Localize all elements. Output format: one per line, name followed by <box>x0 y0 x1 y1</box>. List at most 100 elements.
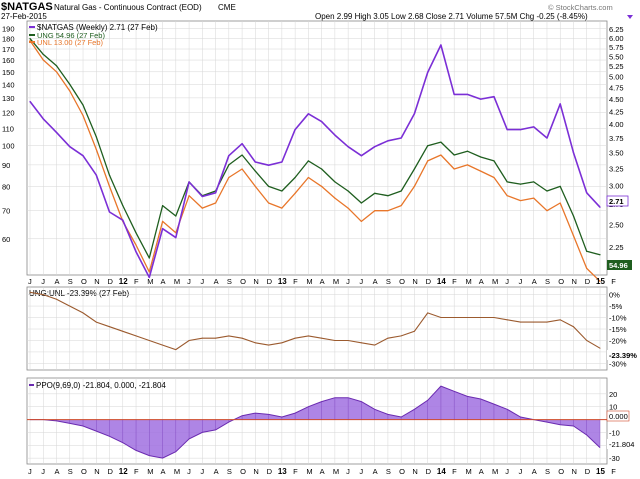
price-series <box>29 37 601 282</box>
x-tick-label: J <box>200 467 204 476</box>
natgas-line-point <box>29 100 31 103</box>
right-tick-label: 4.25 <box>609 107 624 116</box>
x-tick-label: J <box>518 467 522 476</box>
x-tick-label: O <box>81 467 87 476</box>
x-tick-label: 15 <box>596 277 605 286</box>
x-tick-label: N <box>94 277 99 286</box>
x-tick-label: S <box>227 277 232 286</box>
ppo-legend: PPO(9,69,0) -21.804, 0.000, -21.804 <box>36 381 166 390</box>
ung-line-point <box>307 160 309 162</box>
unl-line-point <box>161 220 164 223</box>
ung-line-point <box>135 232 137 234</box>
left-tick-label: 80 <box>2 182 10 191</box>
unl-line-point <box>360 220 362 223</box>
x-tick-label: J <box>28 467 32 476</box>
x-tick-label: F <box>611 467 616 476</box>
ung-line <box>29 38 601 259</box>
natgas-line-point <box>214 192 217 194</box>
natgas-line-point <box>546 137 548 139</box>
natgas-line-point <box>201 195 203 198</box>
x-tick-label: A <box>373 277 378 286</box>
symbol-title: $NATGAS <box>1 1 53 13</box>
ratio-tick-label: -5% <box>609 302 623 311</box>
ratio-point <box>69 305 71 307</box>
ratio-tick-label: -30% <box>609 359 627 368</box>
ratio-point <box>493 317 495 319</box>
ung-line-point <box>559 185 561 187</box>
ppo-area <box>30 386 600 459</box>
ratio-point <box>480 317 482 319</box>
x-tick-label: F <box>293 467 298 476</box>
x-tick-label: S <box>68 467 73 476</box>
x-tick-label: J <box>28 277 32 286</box>
ratio-point <box>215 337 217 339</box>
ratio-point <box>506 319 508 321</box>
natgas-line-point <box>82 155 84 157</box>
ppo-tick-label: -30 <box>609 454 620 463</box>
unl-line-point <box>82 114 84 117</box>
x-tick-label: S <box>545 277 550 286</box>
x-tick-label: A <box>214 467 219 476</box>
x-tick-label: N <box>412 467 417 476</box>
ung-last-badge <box>607 260 632 270</box>
x-tick-label: A <box>320 467 325 476</box>
unl-line-point <box>294 192 296 194</box>
ratio-point <box>533 321 535 323</box>
x-tick-label: S <box>68 277 73 286</box>
x-tick-label: A <box>55 277 60 286</box>
left-tick-label: 70 <box>2 207 10 216</box>
natgas-line-point <box>307 113 309 115</box>
ung-line-point <box>413 168 416 170</box>
ung-line-point <box>268 185 270 187</box>
unl-line-point <box>148 271 150 273</box>
x-tick-label: N <box>412 277 417 286</box>
instrument-name: Natural Gas - Continuous Contract (EOD) <box>54 3 202 12</box>
right-tick-label: 3.75 <box>609 134 624 143</box>
x-tick-label: 12 <box>119 277 128 286</box>
x-tick-label: O <box>240 467 246 476</box>
x-tick-label: A <box>479 467 484 476</box>
right-tick-label: 5.50 <box>609 52 624 61</box>
ratio-point <box>201 337 203 339</box>
right-tick-label: 4.75 <box>609 84 624 93</box>
x-tick-label: O <box>558 467 564 476</box>
x-tick-label: J <box>41 467 45 476</box>
x-tick-label: D <box>585 467 591 476</box>
dropdown-triangle-icon[interactable] <box>627 15 633 19</box>
ratio-point <box>56 298 58 300</box>
natgas-line-point <box>254 161 256 163</box>
unl-line-point <box>387 210 389 212</box>
unl-line-point <box>586 267 588 269</box>
ung-line-point <box>519 183 522 185</box>
natgas-line-point <box>400 137 402 139</box>
ratio-legend: UNG:UNL -23.39% (27 Feb) <box>29 289 130 298</box>
ratio-point <box>307 335 309 337</box>
unl-line-point <box>321 185 323 187</box>
natgas-line-point <box>519 129 522 131</box>
natgas-line-point <box>453 93 455 96</box>
ung-line-point <box>254 170 256 172</box>
natgas-line-point <box>95 174 97 176</box>
ppo-legend-group: PPO(9,69,0) -21.804, 0.000, -21.804 <box>29 381 166 390</box>
unl-line-point <box>493 176 495 179</box>
natgas-line-point <box>188 181 190 183</box>
unl-line-point <box>29 40 31 42</box>
x-tick-label: O <box>240 277 246 286</box>
right-tick-label: 3.50 <box>609 149 624 158</box>
natgas-line-point <box>360 155 362 157</box>
left-tick-label: 110 <box>2 124 14 133</box>
ratio-point <box>175 349 177 351</box>
ratio-point <box>95 321 97 323</box>
x-tick-label: M <box>174 467 180 476</box>
x-tick-label: M <box>465 277 471 286</box>
x-tick-label: N <box>253 467 258 476</box>
ung-line-point <box>360 202 362 204</box>
natgas-line-point <box>347 146 349 148</box>
ung-line-point <box>148 257 150 259</box>
unl-line-point <box>334 197 336 199</box>
price-panel <box>26 20 608 276</box>
x-tick-label: J <box>200 277 204 286</box>
natgas-line-point <box>294 129 296 131</box>
x-tick-label: J <box>41 277 45 286</box>
